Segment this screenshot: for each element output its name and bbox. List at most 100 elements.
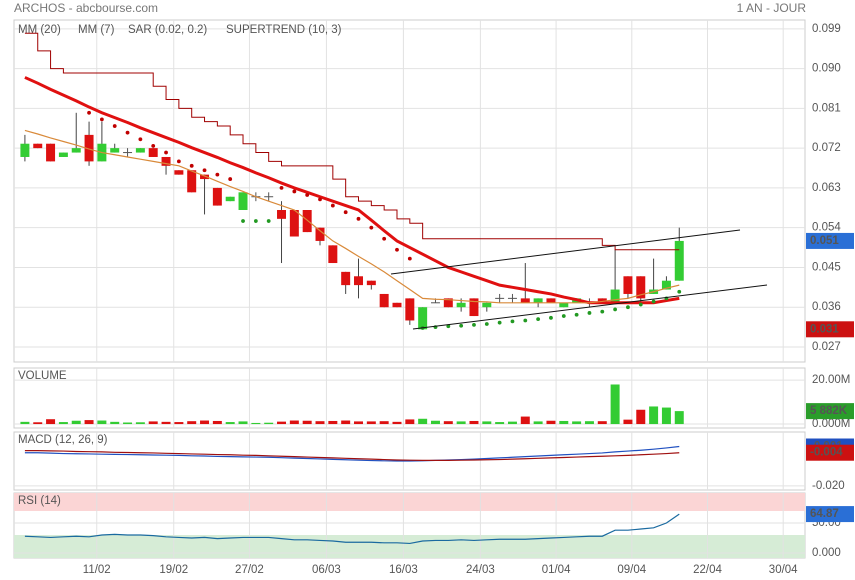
volume-bar [302,420,312,425]
sar-dot [549,315,553,320]
candle-body [379,293,389,308]
sar-dot [638,302,643,307]
volume-bar [456,421,466,425]
volume-bar [58,422,68,425]
x-tick-label: 09/04 [617,564,646,576]
x-tick-label: 01/04 [542,564,571,576]
candle-body [392,302,402,308]
candle-body [341,271,351,286]
candle-body [559,302,569,308]
x-tick-label: 27/02 [235,564,264,576]
sar-dot [266,219,271,223]
x-tick-label: 22/04 [693,564,722,576]
legend-entry: MM (7) [78,24,115,36]
candle-body [623,276,633,294]
volume-bar [46,419,56,425]
sar-dot [626,305,630,310]
price-marker [806,444,854,461]
candle-body [135,148,145,153]
price-marker-label: 0.031 [810,323,839,335]
y-tick-label: 0.054 [812,222,841,234]
sar-dot [369,225,374,230]
candle-body [315,227,325,241]
volume-bar [97,420,107,425]
candle-body [533,298,543,303]
candle-body [174,170,184,175]
volume-bar [135,422,145,425]
volume-bar [161,421,171,425]
candle-body [597,298,607,303]
panel-title: VOLUME [18,370,67,382]
sar-dot [484,322,489,326]
indicator-line [24,513,680,545]
candle-body [302,210,312,233]
volume-bar [661,407,671,425]
candle-body [443,298,453,308]
price-marker-label: 64.87 [810,508,839,520]
sar-dot [395,247,399,252]
volume-bar [379,421,389,425]
volume-bar [200,420,210,425]
candle-body [636,276,646,299]
panel-title: MACD (12, 26, 9) [18,434,108,446]
volume-bar [520,416,530,425]
sar-dot [677,289,682,294]
panel-title: RSI (14) [18,495,61,507]
sar-dot [279,186,284,190]
sar-dot [561,314,566,318]
candle-body [405,298,415,321]
y-tick-label: 0.090 [812,63,841,75]
sar-dot [318,197,322,202]
price-marker [806,232,854,249]
candle-body [418,307,428,330]
trendline [412,284,768,330]
volume-bar [507,421,517,425]
candle-body [610,289,620,303]
candle-body [469,298,479,317]
sar-dot [176,159,181,164]
candle-body [46,143,56,162]
trendline [390,229,741,275]
volume-bar [251,422,261,425]
panels: 0.099 0.090 0.081 0.072 0.063 0.054 0.045 0.036… [13,19,854,576]
x-tick-label: 30/04 [769,564,798,576]
candle-body [71,148,81,153]
candle-body [366,280,376,286]
sar-dot [164,150,168,155]
candle-body [148,148,158,157]
candle-body [187,170,197,193]
volume-bar [315,421,325,425]
candle-body [20,143,30,157]
sar-dot [151,144,156,148]
sar-dot [241,219,245,223]
indicator-line [24,129,680,304]
volume-bar [610,384,620,425]
sar-dot [523,318,528,323]
candle-body [289,210,299,237]
legend-entry: SUPERTREND (10, 3) [226,24,342,36]
volume-bar [187,421,197,425]
candle-body [328,245,338,264]
sar-dot [510,319,515,324]
candle-body [674,240,684,281]
sar-dot [446,324,451,329]
x-tick-label: 11/02 [83,564,111,576]
volume-bar [225,422,235,425]
sar-dot [574,312,579,317]
sar-dot [292,189,297,194]
volume-bar [277,421,287,425]
volume-bar [597,421,607,425]
price-marker-label: 0.051 [810,235,839,247]
volume-bar [110,421,120,425]
sar-dot [356,216,361,221]
sar-dot [651,299,656,304]
candle-body [354,276,363,286]
x-tick-label: 06/03 [312,564,341,576]
y-tick-label: 20.00M [812,374,850,386]
candle-body [456,302,466,308]
sar-dot [189,163,194,168]
sar-dot [613,307,618,312]
sar-dot [112,124,117,128]
candle-body [277,210,287,219]
zone [14,535,805,558]
